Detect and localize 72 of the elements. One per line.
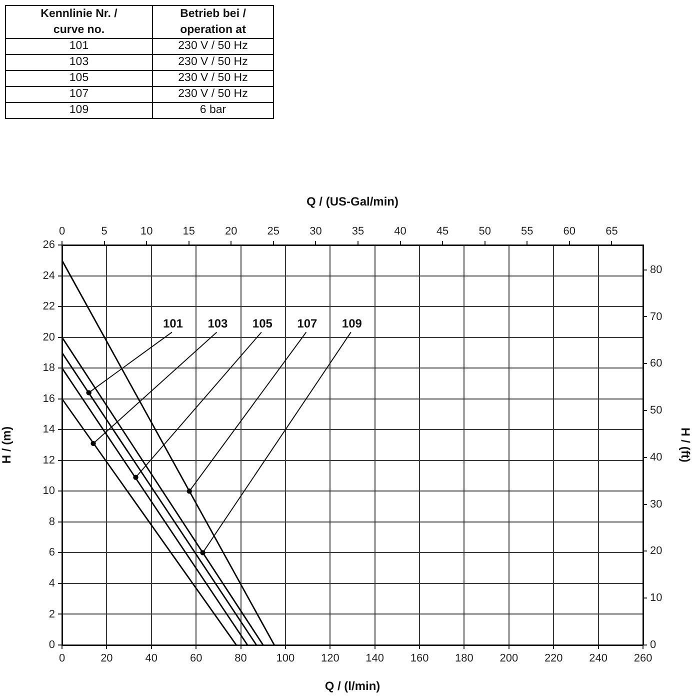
y-axis-title: H / (m) [0, 426, 14, 464]
x-tick-label: 160 [410, 652, 429, 665]
x2-tick-label: 40 [394, 225, 406, 238]
x-tick-label: 240 [589, 652, 608, 665]
y-tick-label: 22 [42, 300, 55, 313]
x-tick-label: 140 [366, 652, 384, 665]
y-tick-label: 12 [42, 454, 55, 466]
x-tick-label: 0 [58, 652, 66, 665]
text: 230 V / 50 Hz [152, 38, 274, 54]
y-tick-label: 10 [42, 485, 55, 498]
x2-tick-label: 65 [606, 225, 618, 238]
text: 103 [6, 54, 152, 70]
x2-tick-label: 60 [563, 225, 576, 238]
x-tick-label: 20 [100, 652, 113, 665]
text: Betrieb bei / operation at [152, 6, 274, 38]
annotation: 103 [208, 316, 228, 331]
x2-tick-label: 30 [310, 225, 322, 238]
annotation: 109 [342, 316, 362, 331]
y2-tick-label: 0 [650, 639, 656, 652]
text: Kennlinie Nr. / curve no. [6, 6, 152, 38]
x-tick-label: 120 [320, 652, 340, 665]
x2-tick-label: 55 [521, 225, 534, 238]
x2-tick-label: 10 [140, 225, 153, 238]
x2-tick-label: 5 [101, 225, 108, 238]
text: 6 bar [152, 102, 274, 118]
y2-tick-label: 10 [650, 592, 662, 604]
x-tick-label: 220 [544, 652, 563, 665]
y-tick-label: 4 [48, 577, 55, 590]
y-tick-label: 2 [48, 608, 55, 620]
y-tick-label: 6 [48, 546, 55, 559]
annotation: 101 [162, 316, 184, 331]
x2-tick-label: 0 [58, 225, 66, 238]
x-tick-label: 60 [190, 652, 202, 665]
text: 107 [6, 86, 152, 102]
x2-tick-label: 50 [478, 225, 491, 238]
text: 101 [6, 38, 152, 54]
y-tick-label: 16 [42, 392, 55, 405]
y2-tick-label: 70 [650, 310, 662, 323]
x2-tick-label: 20 [225, 225, 238, 238]
x-tick-label: 200 [500, 652, 518, 665]
x-tick-label: 180 [455, 652, 474, 665]
y-tick-label: 8 [48, 516, 55, 528]
text: 230 V / 50 Hz [152, 86, 274, 102]
y-tick-label: 24 [42, 270, 55, 282]
y2-tick-label: 80 [650, 264, 662, 276]
text: 109 [6, 102, 152, 118]
x-tick-label: 40 [145, 652, 158, 665]
y2-tick-label: 50 [650, 404, 662, 417]
text: 230 V / 50 Hz [152, 54, 274, 70]
x2-tick-label: 25 [267, 225, 280, 238]
x2-tick-label: 35 [352, 225, 364, 238]
y-tick-label: 26 [42, 239, 55, 252]
y2-tick-label: 30 [650, 498, 662, 510]
x2-tick-label: 45 [436, 225, 449, 238]
x-axis-title: Q / (l/min) [324, 679, 380, 694]
y-tick-label: 14 [42, 424, 55, 436]
x-tick-label: 100 [276, 652, 295, 665]
y-tick-label: 0 [48, 639, 55, 652]
x-tick-label: 80 [234, 652, 247, 665]
text: 230 V / 50 Hz [152, 70, 274, 86]
text: 105 [6, 70, 152, 86]
annotation: 107 [297, 316, 318, 331]
x2-tick-label: 15 [182, 225, 195, 238]
y2-tick-label: 60 [650, 358, 662, 370]
x-tick-label: 260 [634, 652, 652, 665]
y2-axis-title: H / (ft) [678, 428, 692, 462]
y-tick-label: 18 [42, 362, 55, 374]
x2-axis-title: Q / (US-Gal/min) [306, 194, 399, 209]
y-tick-label: 20 [42, 331, 55, 344]
y2-tick-label: 40 [650, 451, 662, 464]
y2-tick-label: 20 [650, 545, 662, 558]
annotation: 105 [252, 316, 273, 331]
